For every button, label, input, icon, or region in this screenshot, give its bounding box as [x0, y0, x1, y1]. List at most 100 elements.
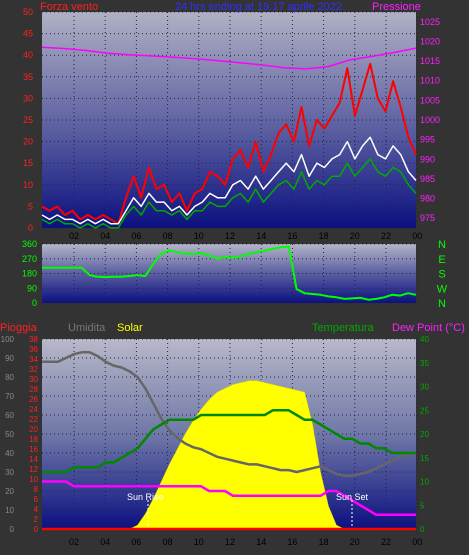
- x-tick-label: 04: [100, 231, 110, 241]
- sunset-label: Sun Set: [336, 492, 369, 502]
- compass-label: N: [438, 239, 446, 251]
- wind-tick-label: 0: [28, 223, 33, 233]
- temperature-tick-label: 25: [420, 406, 429, 415]
- pressure-tick-label: 985: [420, 174, 435, 184]
- rain-tick-label: 10: [29, 475, 38, 484]
- compass-label: E: [438, 254, 445, 266]
- x-tick-label: 20: [350, 537, 360, 547]
- x-tick-label: 00: [412, 231, 422, 241]
- rain-tick-label: 4: [34, 505, 39, 514]
- humidity-tick-label: 0: [10, 525, 15, 534]
- humidity-tick-label: 20: [5, 487, 14, 496]
- temperature-axis-title: Temperatura: [312, 322, 375, 334]
- direction-tick-label: 180: [22, 269, 37, 279]
- humidity-tick-label: 40: [5, 449, 14, 458]
- pressure-tick-label: 980: [420, 194, 435, 204]
- rain-tick-label: 22: [29, 415, 38, 424]
- pressure-tick-label: 975: [420, 213, 435, 223]
- rain-tick-label: 8: [34, 485, 39, 494]
- x-tick-label: 22: [381, 231, 391, 241]
- wind-tick-label: 20: [23, 137, 33, 147]
- rain-tick-label: 20: [29, 425, 38, 434]
- x-tick-label: 12: [225, 537, 235, 547]
- wind-tick-label: 15: [23, 158, 33, 168]
- humidity-tick-label: 100: [1, 335, 15, 344]
- chart-title: 24 hrs ending at 19:17 aprile 2022: [175, 1, 342, 13]
- rain-tick-label: 34: [29, 355, 38, 364]
- rain-tick-label: 0: [34, 525, 39, 534]
- pressure-tick-label: 1010: [420, 76, 440, 86]
- series-speed: [41, 158, 417, 229]
- x-tick-label: 20: [350, 231, 360, 241]
- humidity-axis-title: Umidita: [68, 322, 106, 334]
- temperature-tick-label: 20: [420, 430, 429, 439]
- wind-tick-label: 45: [23, 29, 33, 39]
- rain-tick-label: 28: [29, 385, 38, 394]
- humidity-tick-label: 50: [5, 430, 14, 439]
- pressure-tick-label: 1005: [420, 95, 440, 105]
- series-dewpoint: [42, 480, 416, 517]
- x-tick-label: 18: [319, 537, 329, 547]
- x-tick-label: 06: [131, 231, 141, 241]
- rain-tick-label: 12: [29, 465, 38, 474]
- compass-label: S: [438, 269, 445, 281]
- direction-tick-label: 0: [32, 298, 37, 308]
- x-tick-label: 08: [163, 537, 173, 547]
- series-average: [41, 136, 417, 225]
- temperature-tick-label: 40: [420, 335, 429, 344]
- wind-tick-label: 35: [23, 72, 33, 82]
- rain-tick-label: 32: [29, 365, 38, 374]
- rain-tick-label: 36: [29, 345, 38, 354]
- temperature-tick-label: 5: [420, 501, 425, 510]
- x-tick-label: 16: [287, 537, 297, 547]
- pressure-tick-label: 990: [420, 154, 435, 164]
- x-tick-label: 18: [319, 231, 329, 241]
- x-tick-label: 14: [256, 231, 266, 241]
- rain-axis-title: Pioggia: [0, 322, 38, 334]
- series-gust: [41, 62, 417, 225]
- wind-tick-label: 50: [23, 7, 33, 17]
- x-tick-label: 12: [225, 231, 235, 241]
- x-tick-label: 16: [287, 231, 297, 241]
- rain-tick-label: 14: [29, 455, 38, 464]
- temperature-tick-label: 0: [420, 525, 425, 534]
- wind-tick-label: 30: [23, 93, 33, 103]
- rain-tick-label: 26: [29, 395, 38, 404]
- wind-tick-label: 5: [28, 201, 33, 211]
- direction-tick-label: 360: [22, 239, 37, 249]
- x-tick-label: 14: [256, 537, 266, 547]
- series-humidity: [42, 351, 417, 478]
- series-pressure: [41, 46, 417, 70]
- pressure-axis-title: Pressione: [372, 1, 421, 13]
- humidity-tick-label: 70: [5, 392, 14, 401]
- temperature-tick-label: 35: [420, 359, 429, 368]
- solar-axis-title: Solar: [117, 322, 143, 334]
- series-temperature: [42, 409, 416, 474]
- sunrise-label: Sun Rise: [127, 492, 164, 502]
- direction-tick-label: 90: [27, 283, 37, 293]
- compass-label: W: [437, 283, 448, 295]
- temperature-tick-label: 15: [420, 454, 429, 463]
- temperature-tick-label: 30: [420, 383, 429, 392]
- series-direction: [42, 245, 417, 301]
- wind-tick-label: 40: [23, 50, 33, 60]
- x-tick-label: 04: [100, 537, 110, 547]
- rain-tick-label: 6: [34, 495, 39, 504]
- humidity-tick-label: 30: [5, 468, 14, 477]
- wind-tick-label: 10: [23, 180, 33, 190]
- pressure-tick-label: 995: [420, 135, 435, 145]
- wind-axis-title: Forza vento: [40, 1, 98, 13]
- direction-tick-label: 270: [22, 254, 37, 264]
- x-tick-label: 00: [412, 537, 422, 547]
- pressure-tick-label: 1025: [420, 17, 440, 27]
- rain-tick-label: 30: [29, 375, 38, 384]
- pressure-tick-label: 1020: [420, 36, 440, 46]
- humidity-tick-label: 10: [5, 506, 14, 515]
- humidity-tick-label: 90: [5, 354, 14, 363]
- rain-tick-label: 2: [34, 515, 39, 524]
- x-tick-label: 02: [69, 231, 79, 241]
- dewpoint-axis-title: Dew Point (°C): [392, 322, 465, 334]
- rain-tick-label: 24: [29, 405, 38, 414]
- direction-plot-area: [42, 244, 416, 303]
